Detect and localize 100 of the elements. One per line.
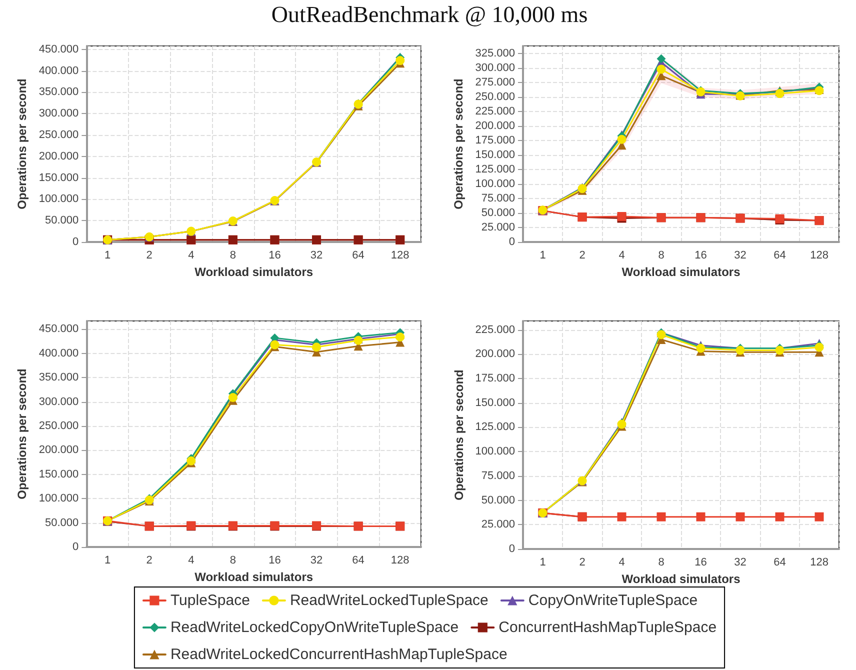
x-tick-label: 4 (618, 250, 625, 262)
y-tick-label: 350.000 (38, 86, 79, 98)
y-tick-label: 25.000 (481, 518, 515, 531)
x-tick-label: 8 (230, 250, 236, 262)
x-tick-label: 1 (104, 554, 111, 566)
y-tick-label: 400.000 (38, 64, 79, 77)
x-tick-label: 4 (618, 556, 625, 568)
x-tick-label: 64 (774, 556, 786, 568)
y-tick-label: 325.000 (475, 48, 515, 60)
point (656, 512, 666, 522)
y-tick-label: 125.000 (475, 164, 515, 176)
x-tick-label: 64 (774, 250, 786, 262)
x-axis-title: Workload simulators (622, 572, 741, 586)
y-tick-label: 50.000 (481, 207, 515, 220)
point (312, 342, 322, 352)
y-tick-label: 50.000 (45, 516, 79, 529)
x-tick-label: 16 (268, 554, 281, 566)
y-tick-label: 200.000 (38, 150, 79, 162)
y-tick-label: 300.000 (475, 62, 515, 74)
y-tick-label: 25.000 (481, 222, 515, 234)
x-tick-label: 16 (694, 250, 707, 262)
x-tick-label: 128 (390, 250, 410, 262)
x-tick-label: 8 (658, 556, 664, 568)
legend-label: ReadWriteLockedCopyOnWriteTupleSpace (170, 619, 459, 636)
y-tick-label: 250.000 (38, 420, 79, 432)
x-axis-title: Workload simulators (194, 570, 314, 584)
chart-title: OutReadBenchmark @ 10,000 ms (270, 2, 589, 28)
y-tick-label: 150.000 (475, 396, 515, 409)
x-tick-label: 2 (146, 250, 152, 262)
x-tick-label: 1 (540, 250, 546, 262)
point (656, 54, 666, 64)
x-tick-label: 128 (810, 556, 828, 568)
x-tick-label: 4 (188, 554, 194, 566)
x-tick-label: 32 (310, 250, 323, 262)
x-tick-label: 32 (734, 250, 746, 262)
y-axis-title: Operations per second (15, 78, 29, 210)
y-tick-label: 225.000 (475, 106, 515, 118)
y-tick-label: 100.000 (38, 492, 79, 505)
y-tick-label: 200.000 (38, 444, 79, 456)
y-tick-label: 300.000 (38, 108, 79, 120)
point (814, 512, 824, 522)
y-tick-label: 100.000 (38, 193, 79, 206)
x-tick-label: 16 (268, 250, 281, 262)
legend-label: CopyOnWriteTupleSpace (528, 592, 698, 609)
y-tick-label: 125.000 (475, 421, 515, 434)
y-tick-label: 100.000 (475, 446, 515, 458)
y-tick-label: 275.000 (475, 76, 515, 89)
y-tick-label: 450.000 (38, 43, 79, 56)
x-tick-label: 1 (540, 556, 546, 568)
y-tick-label: 150.000 (38, 468, 79, 480)
y-tick-label: 300.000 (38, 396, 79, 408)
x-tick-label: 64 (352, 250, 364, 262)
y-tick-label: 100.000 (475, 178, 515, 190)
point (396, 332, 405, 342)
point (617, 134, 626, 144)
legend-label: TupleSpace (170, 592, 250, 609)
x-tick-label: 4 (188, 250, 194, 262)
x-axis-title: Workload simulators (622, 265, 741, 279)
y-tick-label: 350.000 (38, 372, 79, 384)
x-tick-label: 2 (146, 554, 152, 566)
y-tick-label: 175.000 (475, 134, 515, 147)
y-tick-label: 250.000 (38, 129, 79, 142)
y-tick-label: 50.000 (45, 214, 79, 227)
y-tick-label: 400.000 (38, 347, 79, 360)
y-tick-label: 450.000 (38, 323, 79, 336)
y-tick-label: 0 (72, 541, 79, 553)
x-tick-label: 2 (579, 556, 586, 568)
y-axis-title: Operations per second (452, 370, 466, 500)
y-tick-label: 50.000 (481, 494, 515, 506)
y-tick-label: 200.000 (475, 348, 515, 360)
x-tick-label: 32 (734, 556, 746, 568)
legend-label: ReadWriteLockedConcurrentHashMapTupleSpace (170, 646, 508, 663)
point (396, 56, 405, 66)
x-tick-label: 2 (579, 250, 586, 262)
x-tick-label: 8 (230, 554, 236, 566)
legend-label: ReadWriteLockedTupleSpace (290, 592, 488, 609)
y-tick-label: 0 (508, 236, 515, 248)
y-tick-label: 150.000 (475, 149, 515, 162)
y-tick-label: 250.000 (475, 91, 515, 104)
x-tick-label: 64 (352, 554, 364, 566)
point (775, 512, 784, 522)
x-tick-label: 1 (104, 250, 111, 262)
x-tick-label: 128 (810, 250, 828, 262)
point (617, 512, 626, 522)
point (228, 392, 238, 402)
x-tick-label: 32 (310, 554, 323, 566)
x-tick-label: 16 (694, 556, 707, 568)
y-tick-label: 0 (508, 543, 515, 555)
y-tick-label: 200.000 (475, 120, 515, 132)
x-tick-label: 128 (390, 554, 410, 566)
legend-label: ConcurrentHashMapTupleSpace (498, 619, 717, 636)
y-axis-title: Operations per second (15, 368, 29, 500)
point (736, 512, 745, 522)
x-axis-title: Workload simulators (194, 265, 314, 279)
y-tick-label: 175.000 (475, 372, 515, 384)
y-tick-label: 150.000 (38, 172, 79, 184)
y-tick-label: 75.000 (481, 192, 515, 205)
y-tick-label: 0 (72, 236, 79, 248)
point (656, 64, 666, 74)
y-tick-label: 225.000 (475, 324, 515, 336)
